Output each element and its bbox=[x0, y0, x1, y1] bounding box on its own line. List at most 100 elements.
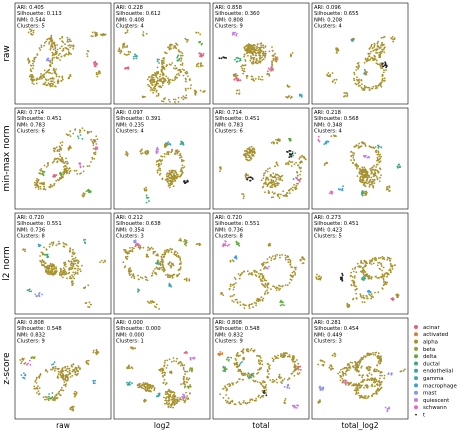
scatter-point bbox=[165, 153, 168, 156]
scatter-point bbox=[279, 285, 281, 288]
scatter-point bbox=[141, 387, 144, 389]
scatter-point bbox=[182, 74, 185, 77]
scatter-point bbox=[181, 64, 184, 66]
scatter-point bbox=[183, 381, 185, 383]
scatter-point bbox=[146, 249, 149, 252]
scatter-point bbox=[42, 174, 45, 177]
scatter-point bbox=[243, 307, 246, 309]
scatter-point bbox=[369, 294, 372, 296]
scatter-point bbox=[360, 270, 362, 273]
scatter-point bbox=[168, 170, 171, 172]
scatter-point bbox=[333, 134, 335, 137]
scatter-point bbox=[380, 64, 383, 67]
scatter-point bbox=[134, 241, 137, 244]
scatter-points bbox=[317, 351, 406, 413]
scatter-point bbox=[127, 53, 130, 56]
scatter-point bbox=[172, 180, 174, 183]
scatter-point bbox=[37, 243, 40, 246]
scatter-point bbox=[88, 131, 91, 134]
scatter-point bbox=[261, 384, 264, 387]
scatter-point bbox=[131, 250, 134, 253]
scatter-point bbox=[355, 78, 358, 81]
scatter-point bbox=[243, 55, 246, 58]
scatter-point bbox=[165, 65, 168, 68]
scatter-point bbox=[295, 177, 298, 180]
scatter-point bbox=[264, 181, 267, 184]
scatter-point bbox=[188, 377, 191, 380]
scatter-point bbox=[60, 374, 62, 377]
scatter-point bbox=[57, 54, 60, 56]
scatter-point bbox=[253, 269, 256, 272]
scatter-point bbox=[95, 135, 98, 138]
scatter-point bbox=[173, 172, 175, 175]
scatter-point bbox=[55, 270, 58, 272]
scatter-point bbox=[263, 55, 266, 57]
scatter-point bbox=[70, 281, 73, 284]
scatter-point bbox=[363, 386, 365, 389]
scatter-point bbox=[360, 141, 363, 144]
scatter-point bbox=[373, 182, 376, 185]
scatter-point bbox=[287, 383, 290, 386]
scatter-point bbox=[126, 31, 129, 33]
scatter-point bbox=[171, 148, 174, 151]
scatter-point bbox=[361, 269, 364, 272]
scatter-point bbox=[166, 276, 169, 278]
scatter-point bbox=[386, 410, 389, 413]
scatter-point bbox=[126, 255, 129, 258]
scatter-point bbox=[61, 40, 63, 43]
scatter-point bbox=[22, 376, 24, 379]
scatter-point bbox=[59, 155, 62, 158]
scatter-point bbox=[68, 77, 70, 80]
scatter-point bbox=[33, 357, 36, 359]
scatter-point bbox=[296, 174, 299, 177]
scatter-point bbox=[381, 48, 383, 51]
scatter-point bbox=[284, 257, 287, 259]
metric-line: ARI: 0.858 bbox=[215, 5, 242, 11]
scatter-point bbox=[378, 362, 381, 365]
scatter-point bbox=[151, 79, 154, 82]
scatter-point bbox=[22, 248, 25, 251]
scatter-point bbox=[60, 148, 62, 151]
scatter-point bbox=[53, 361, 56, 363]
scatter-point bbox=[122, 44, 125, 47]
scatter-point bbox=[49, 397, 52, 399]
scatter-point bbox=[77, 260, 80, 263]
scatter-point bbox=[247, 273, 250, 276]
scatter-point bbox=[372, 49, 375, 52]
scatter-point bbox=[373, 174, 376, 176]
scatter-point bbox=[155, 95, 158, 97]
scatter-point bbox=[368, 185, 371, 188]
scatter-point bbox=[376, 368, 378, 371]
scatter-point bbox=[38, 78, 41, 80]
scatter-point bbox=[71, 274, 73, 277]
scatter-point bbox=[265, 394, 268, 397]
scatter-point bbox=[360, 178, 362, 181]
scatter-point bbox=[271, 176, 274, 178]
scatter-point bbox=[49, 48, 52, 51]
scatter-point bbox=[168, 47, 171, 50]
scatter-point bbox=[335, 51, 338, 54]
scatter-point bbox=[365, 384, 368, 387]
scatter-point bbox=[351, 268, 354, 270]
scatter-point bbox=[183, 278, 186, 281]
scatter-point bbox=[290, 279, 293, 281]
scatter-point bbox=[335, 78, 338, 81]
scatter-point bbox=[168, 81, 171, 84]
scatter-point bbox=[131, 367, 134, 370]
scatter-point bbox=[154, 72, 157, 75]
scatter-point bbox=[39, 49, 42, 51]
scatter-point bbox=[249, 179, 252, 182]
scatter-point bbox=[159, 167, 162, 170]
scatter-point bbox=[291, 151, 294, 153]
metric-line: ARI: 0.720 bbox=[17, 215, 44, 221]
scatter-point bbox=[261, 283, 263, 285]
scatter-point bbox=[86, 362, 88, 365]
scatter-point bbox=[271, 191, 274, 194]
scatter-point bbox=[41, 253, 44, 255]
scatter-point bbox=[151, 84, 154, 86]
scatter-point bbox=[66, 160, 68, 163]
scatter-point bbox=[167, 46, 169, 49]
scatter-point bbox=[152, 252, 155, 255]
scatter-point bbox=[286, 192, 289, 195]
scatter-point bbox=[122, 46, 124, 49]
